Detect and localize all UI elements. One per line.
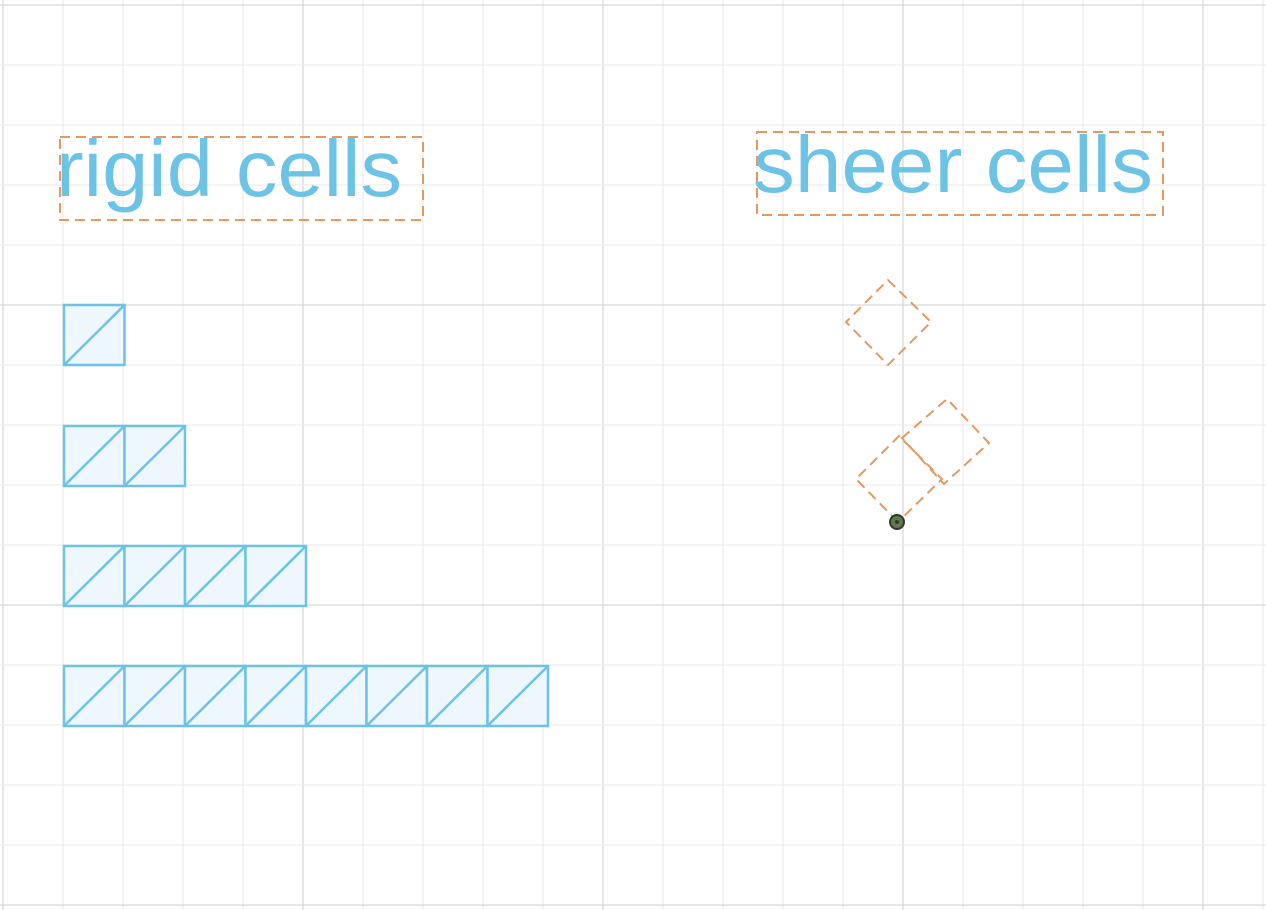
rigid-row[interactable] bbox=[62, 544, 308, 608]
rigid-cell[interactable] bbox=[62, 664, 126, 728]
rigid-cell-diagonal bbox=[123, 665, 186, 727]
rigid-cell-diagonal bbox=[184, 665, 247, 727]
rigid-cell-diagonal bbox=[244, 665, 307, 727]
rigid-cell[interactable] bbox=[486, 664, 550, 728]
rigid-cell[interactable] bbox=[183, 544, 247, 608]
rigid-cell-diagonal bbox=[184, 545, 247, 607]
sheer-label-box[interactable] bbox=[756, 131, 1164, 216]
sheer-cell[interactable] bbox=[854, 434, 944, 524]
rigid-cell-diagonal bbox=[123, 545, 186, 607]
rigid-row[interactable] bbox=[62, 303, 126, 367]
rigid-cell-diagonal bbox=[63, 304, 126, 366]
rigid-cell-diagonal bbox=[426, 665, 489, 727]
rigid-cell-diagonal bbox=[63, 665, 126, 727]
sheer-double-cell[interactable] bbox=[854, 397, 991, 530]
sheer-cells-label[interactable]: sheer cells bbox=[753, 120, 1153, 209]
rigid-cell-diagonal bbox=[63, 545, 126, 607]
rigid-cell[interactable] bbox=[425, 664, 489, 728]
rigid-cell-diagonal bbox=[123, 425, 186, 487]
rigid-cell-diagonal bbox=[244, 545, 307, 607]
rigid-cell-diagonal bbox=[365, 665, 428, 727]
rigid-cell[interactable] bbox=[62, 424, 126, 488]
rigid-cell[interactable] bbox=[62, 544, 126, 608]
rigid-row[interactable] bbox=[62, 664, 550, 728]
rigid-cell[interactable] bbox=[123, 544, 187, 608]
rigid-cell-diagonal bbox=[486, 665, 549, 727]
sheer-single-cell[interactable] bbox=[844, 278, 933, 367]
rigid-cells-group: rigid cells bbox=[56, 124, 550, 728]
rigid-rows bbox=[62, 303, 550, 728]
sheer-cell[interactable] bbox=[844, 278, 933, 367]
rigid-cells-label[interactable]: rigid cells bbox=[56, 124, 402, 213]
rigid-cell[interactable] bbox=[244, 544, 308, 608]
rigid-cell[interactable] bbox=[123, 664, 187, 728]
rigid-cell[interactable] bbox=[123, 424, 187, 488]
rigid-cell[interactable] bbox=[304, 664, 368, 728]
sheer-cells-group: sheer cells bbox=[753, 120, 1164, 530]
rigid-cell[interactable] bbox=[62, 303, 126, 367]
rigid-cell-diagonal bbox=[63, 425, 126, 487]
rigid-cell-diagonal bbox=[305, 665, 368, 727]
anchor-point-center bbox=[895, 520, 899, 524]
rigid-label-box[interactable] bbox=[59, 136, 424, 221]
sheer-cell[interactable] bbox=[900, 397, 991, 486]
rigid-row[interactable] bbox=[62, 424, 187, 488]
rigid-cell[interactable] bbox=[183, 664, 247, 728]
rigid-cell[interactable] bbox=[244, 664, 308, 728]
rigid-cell[interactable] bbox=[365, 664, 429, 728]
